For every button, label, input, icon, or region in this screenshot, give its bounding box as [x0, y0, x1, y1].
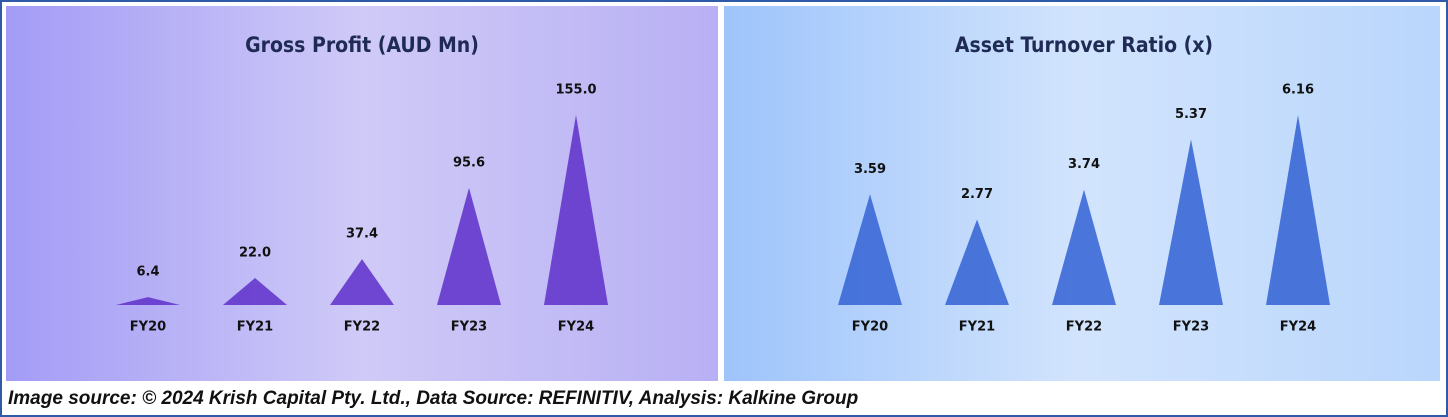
- bar: [1266, 115, 1330, 305]
- category-label: FY23: [451, 320, 487, 335]
- value-label: 3.74: [1068, 157, 1100, 172]
- bar: [223, 278, 287, 305]
- panel: [6, 6, 718, 381]
- bar: [1159, 139, 1223, 305]
- value-label: 22.0: [239, 246, 271, 261]
- value-label: 5.37: [1175, 107, 1207, 122]
- bar: [330, 259, 394, 305]
- value-label: 2.77: [961, 187, 993, 202]
- bar: [1052, 189, 1116, 305]
- bar: [945, 219, 1009, 305]
- value-label: 155.0: [555, 83, 596, 98]
- chart-title: Gross Profit (AUD Mn): [245, 33, 479, 57]
- panel: [724, 6, 1440, 381]
- category-label: FY24: [1280, 320, 1316, 335]
- chart-title: Asset Turnover Ratio (x): [955, 33, 1213, 57]
- category-label: FY20: [130, 320, 166, 335]
- category-label: FY22: [1066, 320, 1102, 335]
- bar: [116, 297, 180, 305]
- category-label: FY23: [1173, 320, 1209, 335]
- category-label: FY21: [959, 320, 995, 335]
- bar: [544, 115, 608, 305]
- value-label: 6.4: [136, 265, 159, 280]
- source-note: Image source: © 2024 Krish Capital Pty. …: [8, 388, 858, 409]
- value-label: 95.6: [453, 155, 485, 170]
- category-label: FY20: [852, 320, 888, 335]
- bar: [838, 194, 902, 305]
- bar: [437, 187, 501, 305]
- category-label: FY24: [558, 320, 594, 335]
- category-label: FY22: [344, 320, 380, 335]
- value-label: 3.59: [854, 162, 886, 177]
- value-label: 6.16: [1282, 83, 1314, 98]
- value-label: 37.4: [346, 227, 378, 242]
- category-label: FY21: [237, 320, 273, 335]
